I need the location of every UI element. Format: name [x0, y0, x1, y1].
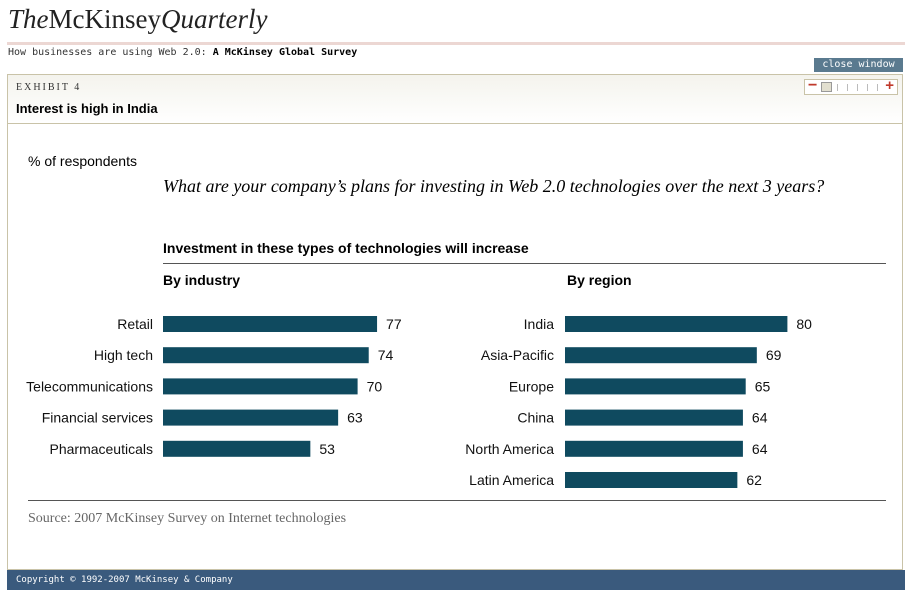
region-value-label: 65 — [755, 378, 771, 394]
logo-mckinsey: McKinsey — [48, 4, 161, 34]
region-category-label: North America — [465, 441, 554, 457]
zoom-out-button[interactable]: − — [808, 77, 818, 94]
industry-bar — [163, 316, 378, 332]
zoom-slider-thumb[interactable] — [821, 82, 832, 92]
zoom-control: − + — [804, 77, 898, 95]
industry-category-label: Financial services — [42, 410, 153, 426]
industry-value-label: 70 — [367, 378, 383, 394]
header-divider — [7, 42, 905, 45]
region-bar — [565, 347, 757, 364]
industry-category-label: Retail — [117, 316, 153, 332]
breadcrumb-prefix: How businesses are using Web 2.0: — [8, 47, 207, 58]
zoom-tick — [847, 84, 848, 91]
breadcrumb-title: A McKinsey Global Survey — [212, 47, 358, 58]
exhibit-label: EXHIBIT 4 — [16, 82, 82, 93]
zoom-tick — [877, 84, 878, 91]
region-bar — [565, 378, 746, 395]
region-category-label: Europe — [509, 378, 554, 394]
industry-bar — [163, 440, 311, 457]
survey-question: What are your company’s plans for invest… — [163, 176, 825, 196]
industry-category-label: Pharmaceuticals — [50, 441, 154, 457]
region-value-label: 69 — [766, 347, 782, 363]
industry-value-label: 77 — [386, 316, 402, 332]
region-bar — [565, 440, 743, 457]
region-category-label: India — [524, 316, 555, 332]
industry-bar — [163, 409, 339, 426]
zoom-tick — [837, 84, 838, 91]
region-bar — [565, 409, 743, 426]
region-category-label: Asia-Pacific — [481, 347, 554, 363]
close-window-button[interactable]: close window — [814, 58, 903, 72]
industry-value-label: 53 — [319, 441, 335, 457]
exhibit-frame: EXHIBIT 4 Interest is high in India − + — [7, 74, 903, 570]
zoom-tick — [857, 84, 858, 91]
region-bar — [565, 472, 738, 488]
zoom-in-button[interactable]: + — [885, 77, 894, 94]
logo-the: The — [8, 4, 49, 34]
mckinsey-quarterly-logo: TheMcKinseyQuarterly — [8, 4, 267, 35]
source-note: Source: 2007 McKinsey Survey on Internet… — [28, 511, 347, 526]
industry-panel-title: By industry — [163, 272, 241, 288]
region-value-label: 80 — [796, 316, 812, 332]
zoom-tick — [867, 84, 868, 91]
industry-bar — [163, 378, 358, 395]
industry-category-label: Telecommunications — [26, 378, 153, 394]
exhibit-header: EXHIBIT 4 Interest is high in India − + — [8, 75, 902, 124]
footer-bar: Copyright © 1992-2007 McKinsey & Company — [7, 570, 905, 590]
region-panel-title: By region — [567, 272, 632, 288]
industry-bar — [163, 347, 369, 364]
region-value-label: 64 — [752, 410, 768, 426]
region-category-label: China — [517, 410, 554, 426]
region-bar — [565, 316, 788, 332]
region-category-label: Latin America — [469, 472, 554, 488]
industry-value-label: 63 — [347, 410, 363, 426]
exhibit-title: Interest is high in India — [16, 101, 158, 116]
region-value-label: 62 — [746, 472, 762, 488]
chart-top-rule — [163, 263, 886, 264]
unit-label: % of respondents — [28, 153, 137, 169]
industry-value-label: 74 — [378, 347, 394, 363]
region-value-label: 64 — [752, 441, 768, 457]
logo-quarterly: Quarterly — [160, 4, 268, 34]
industry-category-label: High tech — [94, 347, 153, 363]
chart-subtitle: Investment in these types of technologie… — [163, 240, 529, 256]
breadcrumb: How businesses are using Web 2.0: A McKi… — [8, 47, 357, 58]
chart-bottom-rule — [28, 500, 886, 501]
copyright-text: Copyright © 1992-2007 McKinsey & Company — [16, 575, 233, 585]
